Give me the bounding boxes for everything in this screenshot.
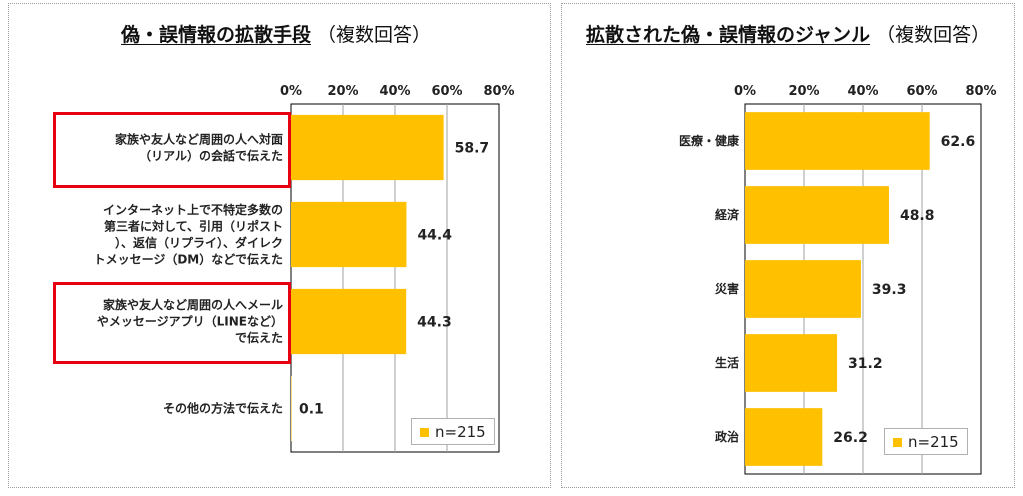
- bar: [745, 186, 889, 244]
- bar: [291, 375, 292, 442]
- legend-swatch: [420, 427, 429, 437]
- data-label: 58.7: [455, 141, 490, 157]
- chart-title-subtitle: （複数回答）: [317, 24, 432, 46]
- highlight-frame: [53, 282, 291, 364]
- category-label: （リアル）の会話で伝えた: [139, 148, 283, 163]
- bar: [745, 334, 838, 392]
- legend: n=215: [411, 418, 495, 445]
- category-label: 家族や友人など周囲の人へ対面: [115, 131, 283, 146]
- data-label: 31.2: [848, 356, 883, 372]
- chart-title-subtitle: （複数回答）: [876, 24, 991, 46]
- highlight-frame: [53, 112, 291, 188]
- bar: [291, 288, 407, 355]
- bar: [291, 201, 407, 268]
- x-tick-label: 20%: [788, 84, 819, 99]
- x-tick-label: 40%: [379, 84, 410, 99]
- category-label: その他の方法で伝えた: [163, 401, 283, 416]
- category-label: 経済: [715, 207, 740, 222]
- category-label: 家族や友人など周囲の人へメール: [103, 297, 283, 312]
- category-label: 第三者に対して、引用（リポスト: [104, 218, 283, 233]
- data-label: 62.6: [941, 134, 976, 150]
- x-tick-label: 40%: [847, 84, 878, 99]
- data-label: 26.2: [833, 430, 868, 446]
- x-tick-label: 60%: [906, 84, 937, 99]
- x-tick-label: 80%: [965, 84, 996, 99]
- genres-bar-chart: 0% 20% 40% 60% 80% 62.6 医療・健康 48.8 経済 39.3 災害 31.2 生…: [679, 84, 997, 475]
- bar: [745, 112, 930, 170]
- bar: [745, 260, 861, 318]
- category-label: 医療・健康: [679, 133, 740, 148]
- chart-title-main: 偽・誤情報の拡散手段: [121, 24, 312, 46]
- x-tick-label: 60%: [431, 84, 462, 99]
- category-label: 政治: [715, 429, 739, 444]
- data-label: 39.3: [872, 282, 907, 298]
- chart-panel-genres: 拡散された偽・誤情報のジャンル （複数回答） 0% 20% 40% 60% 80% 62.6…: [561, 3, 1015, 488]
- chart-title: 拡散された偽・誤情報のジャンル （複数回答）: [586, 20, 990, 47]
- legend: n=215: [884, 428, 968, 455]
- chart-panel-methods: 偽・誤情報の拡散手段 （複数回答） 0% 20% 40% 60% 80% 58.7 家族や友人…: [8, 3, 551, 488]
- data-label: 44.4: [417, 228, 452, 244]
- category-label: で伝えた: [235, 330, 283, 345]
- data-label: 0.1: [299, 402, 324, 418]
- category-label: ）、返信（リプライ）、ダイレク: [115, 235, 283, 250]
- legend-label: n=215: [908, 433, 959, 451]
- legend-label: n=215: [435, 423, 486, 441]
- bar: [291, 114, 444, 181]
- methods-bar-chart: 0% 20% 40% 60% 80% 58.7 家族や友人など周囲の人へ対面 （リアル）の会話…: [94, 84, 515, 453]
- data-label: 44.3: [417, 315, 452, 331]
- chart-title: 偽・誤情報の拡散手段 （複数回答）: [121, 20, 431, 47]
- x-tick-label: 20%: [327, 84, 358, 99]
- category-label: 生活: [715, 355, 739, 370]
- bar: [745, 408, 823, 466]
- data-label: 48.8: [900, 208, 935, 224]
- chart-title-main: 拡散された偽・誤情報のジャンル: [586, 24, 871, 46]
- category-label: トメッセージ（DM）などで伝えた: [94, 251, 283, 266]
- category-label: 災害: [715, 281, 739, 296]
- x-tick-label: 0%: [280, 84, 302, 99]
- category-label: やメッセージアプリ（LINEなど）: [97, 314, 283, 329]
- legend-swatch: [893, 437, 902, 447]
- x-tick-label: 0%: [734, 84, 756, 99]
- x-tick-label: 80%: [483, 84, 514, 99]
- category-label: インターネット上で不特定多数の: [103, 202, 283, 217]
